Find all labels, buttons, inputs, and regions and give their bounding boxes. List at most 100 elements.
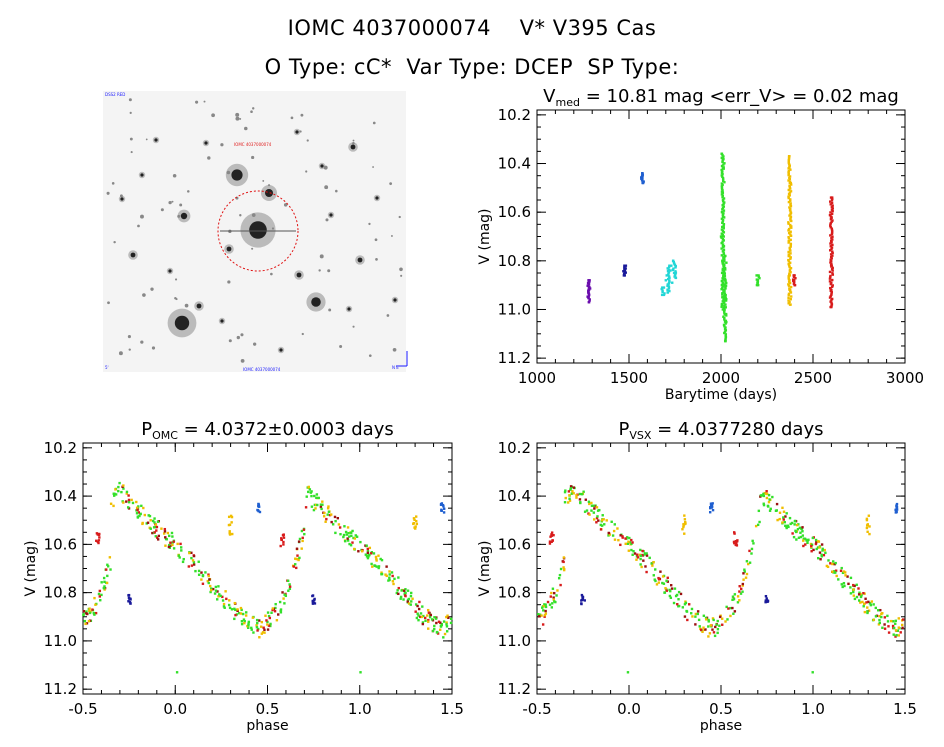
phased-point	[445, 625, 449, 628]
phased-point	[194, 569, 197, 573]
timeseries-point	[789, 249, 792, 252]
phased-point	[784, 515, 787, 518]
phased-point	[301, 539, 304, 543]
phased-point	[97, 592, 101, 596]
phased-point	[765, 492, 768, 495]
timeseries-point	[723, 330, 727, 333]
faint-star	[324, 185, 329, 190]
timeseries-point	[789, 215, 793, 219]
phased-point	[639, 554, 643, 557]
phased-point	[613, 538, 617, 541]
phased-point	[745, 560, 749, 563]
phased-point	[266, 620, 269, 624]
phased-point	[846, 575, 849, 578]
faint-star	[128, 98, 132, 102]
phased-point	[446, 614, 449, 617]
phased-point	[866, 606, 869, 609]
phased-point	[355, 535, 359, 538]
phased-point	[858, 599, 861, 602]
phased-point	[176, 542, 179, 546]
phased-point	[880, 615, 883, 619]
phased-point	[88, 611, 92, 615]
timeseries-point	[724, 326, 727, 329]
timeseries-point	[720, 152, 723, 155]
timeseries-point	[667, 268, 671, 271]
timeseries-point	[787, 167, 790, 170]
phased-point	[778, 511, 782, 514]
timeseries-point	[641, 181, 645, 185]
star	[180, 212, 188, 220]
phased-point	[354, 534, 357, 537]
phased-point	[544, 603, 547, 606]
phased-point	[298, 537, 302, 541]
phased-point	[720, 617, 724, 620]
phased-point	[696, 612, 699, 616]
timeseries-point	[721, 296, 724, 299]
timeseries-point	[830, 240, 833, 244]
timeseries-point	[787, 235, 790, 239]
phased-point	[191, 559, 195, 562]
timeseries-point	[722, 298, 725, 302]
phased-point	[709, 505, 712, 509]
phased-point	[804, 537, 807, 541]
timeseries-point	[755, 278, 759, 281]
timeseries-point	[668, 264, 671, 267]
phased-point	[339, 533, 342, 536]
phased-point	[440, 502, 444, 505]
timeseries-point	[672, 267, 675, 270]
timeseries-point	[664, 279, 667, 282]
timeseries-point	[722, 269, 725, 273]
phased-point	[708, 511, 712, 514]
timeseries-point	[788, 194, 791, 197]
phased-point	[868, 525, 871, 528]
phased-point	[721, 623, 724, 626]
timeseries-point	[829, 245, 832, 248]
phased-point	[135, 506, 139, 509]
timeseries-point	[831, 207, 835, 210]
timeseries-point	[674, 272, 677, 276]
timeseries-point	[787, 156, 791, 159]
phased-point	[410, 591, 413, 595]
timeseries-point	[831, 251, 834, 255]
phased-point	[100, 581, 103, 584]
timeseries-point	[757, 275, 761, 279]
phased-point	[704, 628, 707, 631]
faint-star	[372, 121, 376, 125]
phased-point	[837, 578, 840, 581]
phased-point	[94, 611, 98, 615]
phased-point	[786, 524, 790, 527]
timeseries-point	[668, 279, 671, 282]
timeseries-point	[720, 283, 724, 287]
phased-point	[269, 624, 272, 628]
phased-point	[353, 547, 356, 551]
phased-point	[550, 591, 553, 595]
phased-point	[424, 619, 427, 622]
phased-point	[835, 574, 838, 578]
phased-point	[82, 613, 85, 617]
phased-point	[209, 588, 213, 592]
phased-point	[390, 571, 394, 574]
phased-point	[883, 623, 886, 626]
timeseries-point	[721, 244, 725, 248]
phased-point	[569, 488, 572, 491]
phased-point	[391, 574, 394, 578]
phased-point	[93, 613, 96, 616]
phased-point	[283, 602, 286, 605]
timeseries-point	[720, 236, 723, 239]
phased-point	[765, 490, 768, 493]
phased-point	[841, 571, 845, 575]
phased-point	[297, 558, 300, 562]
timeseries-point	[830, 220, 833, 224]
phased-point	[167, 545, 171, 549]
phased-point	[627, 540, 630, 543]
phased-point	[641, 553, 644, 557]
phased-point	[327, 510, 331, 513]
phased-point	[171, 543, 174, 547]
timeseries-point	[787, 296, 790, 300]
phased-point	[342, 535, 345, 539]
phased-point	[295, 557, 298, 561]
phased-point	[689, 612, 693, 615]
faint-star	[172, 173, 177, 178]
phased-point	[326, 513, 329, 516]
phased-point	[626, 542, 629, 545]
